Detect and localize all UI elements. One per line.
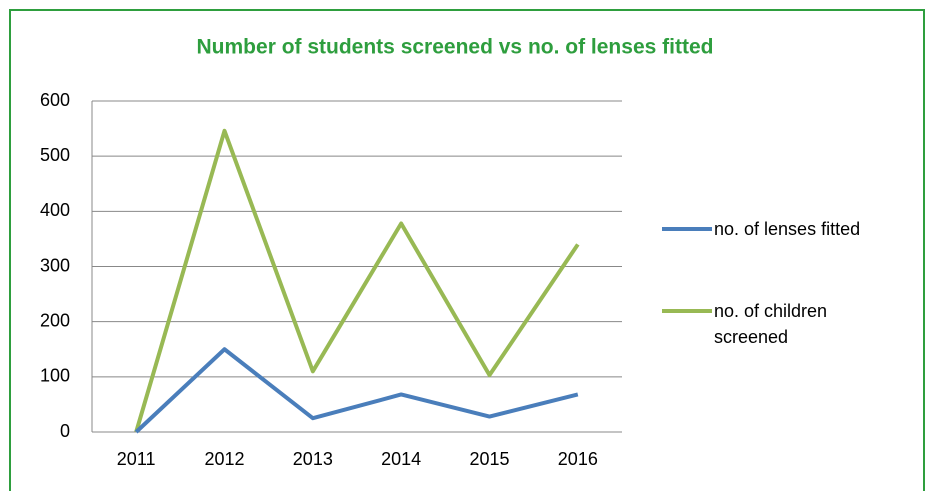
legend-label: no. of lenses fitted [714,219,861,239]
series-line [134,347,579,434]
y-tick-label: 300 [40,255,70,275]
x-tick-label: 2013 [293,449,333,469]
y-tick-label: 100 [40,366,70,386]
x-tick-label: 2012 [204,449,244,469]
series-line [134,128,580,433]
y-tick-label: 200 [40,310,70,330]
x-tick-label: 2014 [381,449,421,469]
frame [9,9,925,491]
x-tick-label: 2016 [558,449,598,469]
x-tick-label: 2015 [469,449,509,469]
x-tick-label: 2011 [117,449,156,469]
y-tick-label: 0 [60,421,70,441]
y-tick-label: 600 [40,90,70,110]
y-tick-label: 400 [40,200,70,220]
legend-label: no. of children screened [714,301,828,347]
y-tick-label: 500 [40,145,70,165]
chart-title: Number of students screened vs no. of le… [197,36,714,59]
